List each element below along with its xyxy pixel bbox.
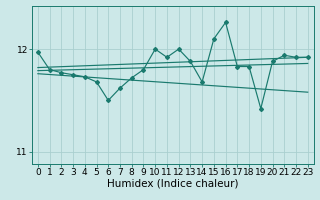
X-axis label: Humidex (Indice chaleur): Humidex (Indice chaleur) [107,179,238,189]
